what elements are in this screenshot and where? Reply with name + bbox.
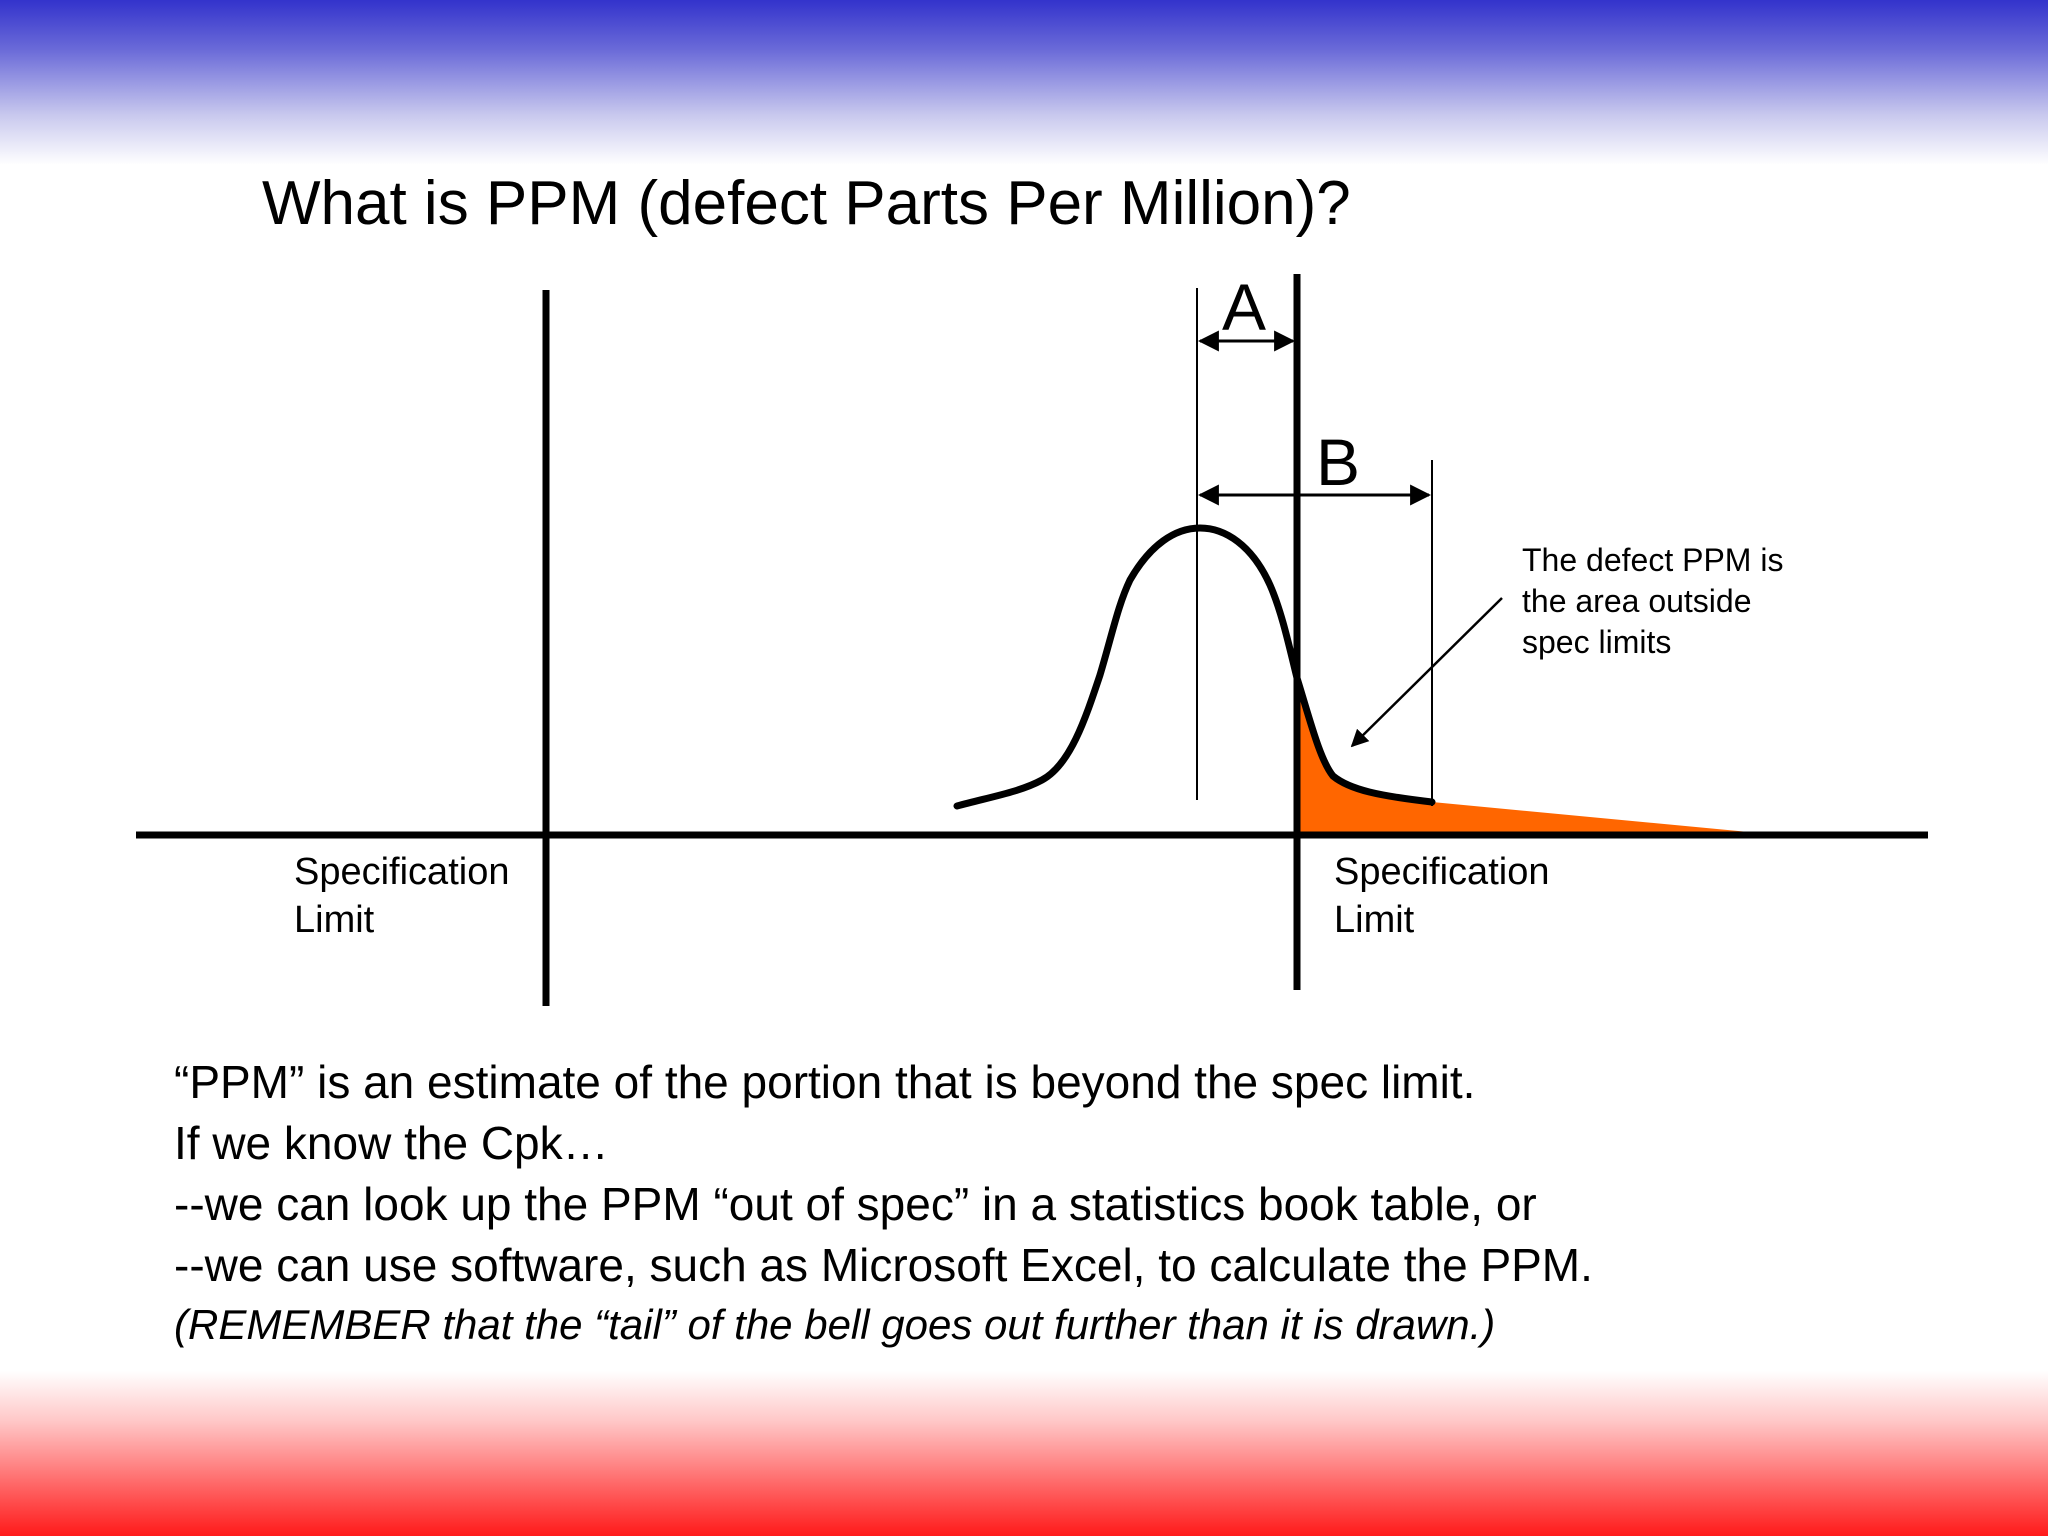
explanation-line2: If we know the Cpk… — [174, 1117, 609, 1169]
top-gradient-band — [0, 0, 2048, 165]
left-spec-limit-line1: Specification — [294, 851, 510, 893]
defect-ppm-note: The defect PPM is the area outside spec … — [1522, 540, 1783, 663]
defect-area — [1297, 678, 1780, 835]
explanation-line4: --we can use software, such as Microsoft… — [174, 1239, 1593, 1291]
defect-note-line3: spec limits — [1522, 624, 1672, 660]
left-spec-limit-label: Specification Limit — [294, 848, 509, 944]
right-spec-limit-line1: Specification — [1334, 851, 1550, 893]
callout-arrow — [1350, 597, 1503, 748]
defect-note-line1: The defect PPM is — [1522, 542, 1784, 578]
slide-title: What is PPM (defect Parts Per Million)? — [262, 169, 1351, 238]
marker-a: A — [1222, 270, 1267, 344]
right-spec-limit-line2: Limit — [1334, 899, 1415, 941]
marker-b: B — [1316, 425, 1361, 499]
right-spec-limit-label: Specification Limit — [1334, 848, 1549, 944]
defect-note-line2: the area outside — [1522, 583, 1752, 619]
explanation-line3: --we can look up the PPM “out of spec” i… — [174, 1178, 1537, 1230]
explanation-text: “PPM” is an estimate of the portion that… — [174, 1052, 1593, 1354]
bottom-gradient-band — [0, 1371, 2048, 1536]
explanation-line1: “PPM” is an estimate of the portion that… — [174, 1056, 1476, 1108]
remember-note: (REMEMBER that the “tail” of the bell go… — [174, 1301, 1496, 1348]
left-spec-limit-line2: Limit — [294, 899, 375, 941]
bell-curve — [953, 524, 1436, 810]
